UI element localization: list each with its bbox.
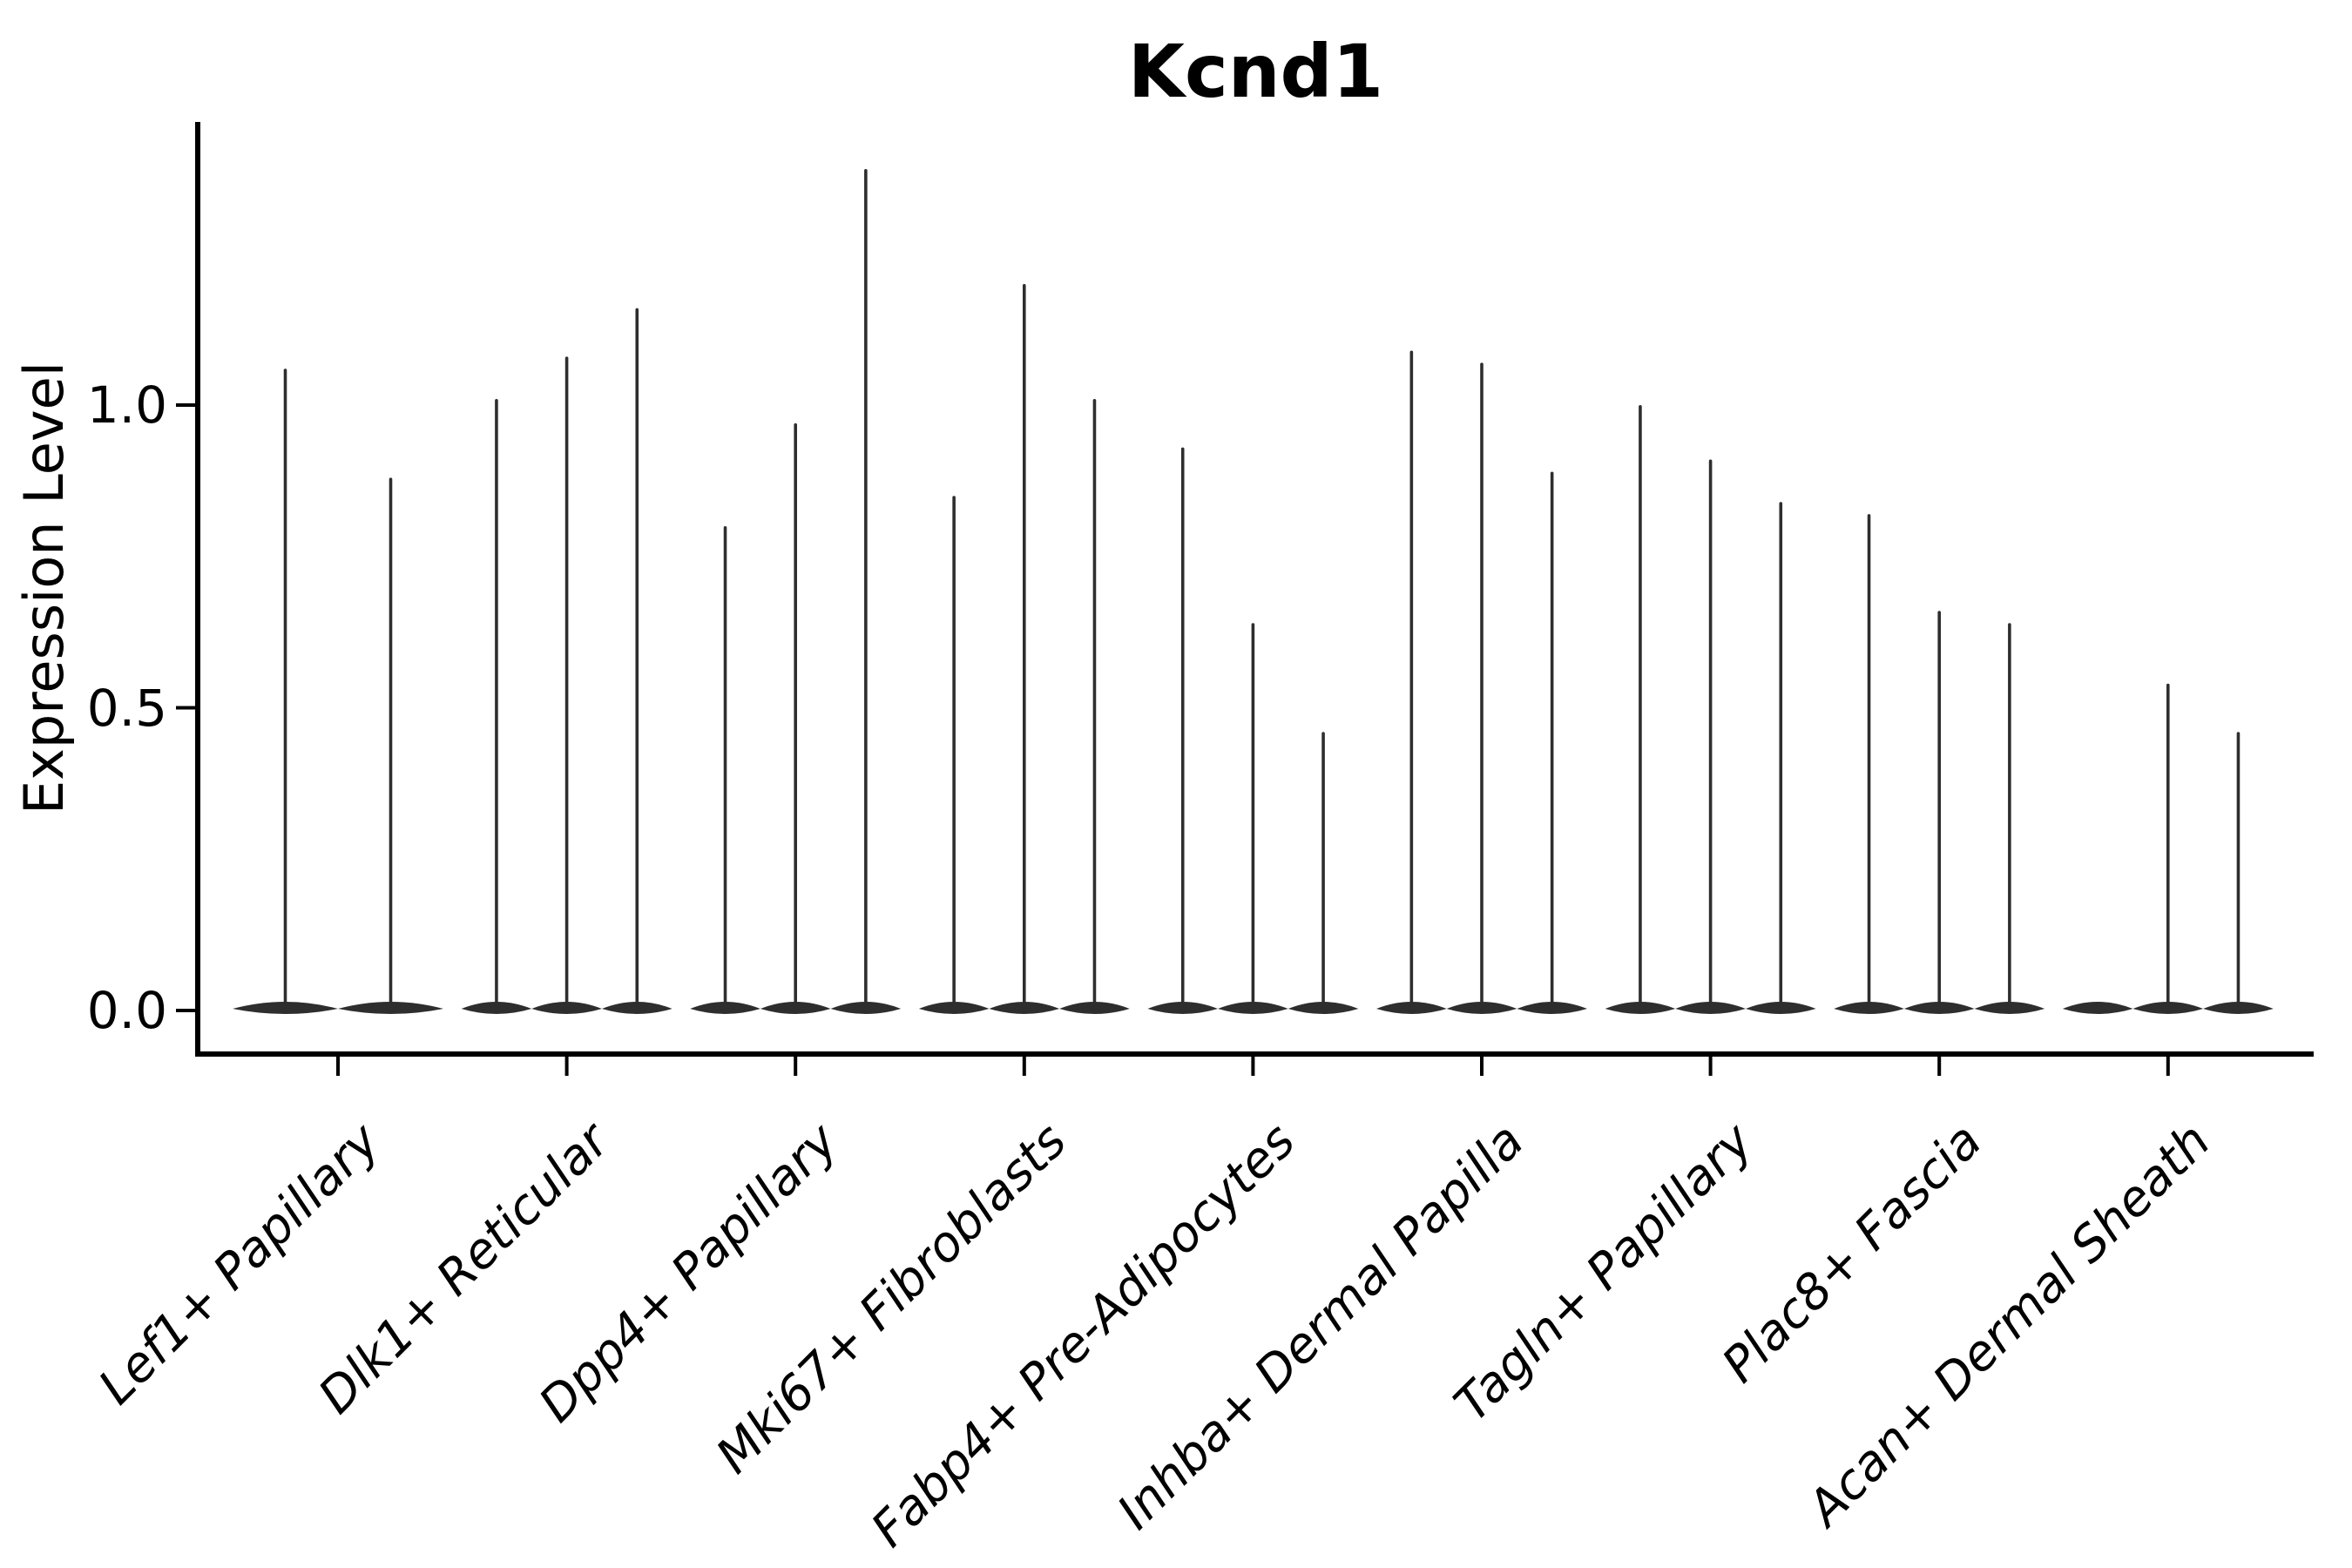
x-tick-mark: [1937, 1057, 1942, 1076]
violin-spike: [389, 477, 393, 1009]
violin-spike: [1867, 514, 1871, 1009]
violin-spike: [2008, 623, 2011, 1009]
violin-spike: [952, 496, 956, 1009]
x-tick-mark: [1708, 1057, 1713, 1076]
y-axis-spine: [195, 122, 200, 1057]
x-tick-mark: [1022, 1057, 1026, 1076]
violin-spike: [864, 168, 868, 1009]
violin-spike: [1023, 284, 1026, 1009]
violin-spike: [1937, 611, 1941, 1009]
y-tick-mark: [176, 1009, 195, 1012]
violin-spike: [1708, 459, 1713, 1009]
violin-spike: [794, 422, 797, 1010]
violin-spike: [1092, 399, 1097, 1009]
violin-spike: [564, 356, 569, 1009]
x-tick-mark: [1480, 1057, 1484, 1076]
x-tick-mark: [564, 1057, 569, 1076]
y-tick-label: 1.0: [86, 375, 167, 435]
violin-base: [2062, 1002, 2133, 1014]
violin-spike: [2166, 683, 2170, 1009]
violin-spike: [635, 308, 639, 1009]
violin-spike: [1180, 447, 1185, 1009]
y-tick-label: 0.0: [86, 981, 167, 1040]
violin-spike: [2236, 732, 2240, 1009]
violin-spike: [495, 399, 498, 1009]
chart-title: Kcnd1: [1127, 29, 1384, 114]
y-tick-label: 0.5: [86, 678, 167, 738]
violin-spike: [1409, 350, 1414, 1009]
violin-spike: [1779, 502, 1783, 1009]
violin-spike: [1251, 623, 1255, 1009]
violin-spike: [283, 368, 287, 1009]
violin-spike: [1550, 471, 1554, 1009]
x-tick-mark: [336, 1057, 340, 1076]
violin-spike: [1321, 732, 1325, 1009]
x-axis-spine: [195, 1051, 2314, 1057]
violin-spike: [1480, 362, 1484, 1010]
violin-spike: [1639, 405, 1642, 1009]
violin-spike: [723, 526, 727, 1009]
x-tick-mark: [794, 1057, 798, 1076]
y-tick-mark: [176, 403, 195, 407]
x-tick-mark: [1251, 1057, 1255, 1076]
x-tick-mark: [2166, 1057, 2170, 1076]
y-tick-mark: [176, 706, 195, 710]
